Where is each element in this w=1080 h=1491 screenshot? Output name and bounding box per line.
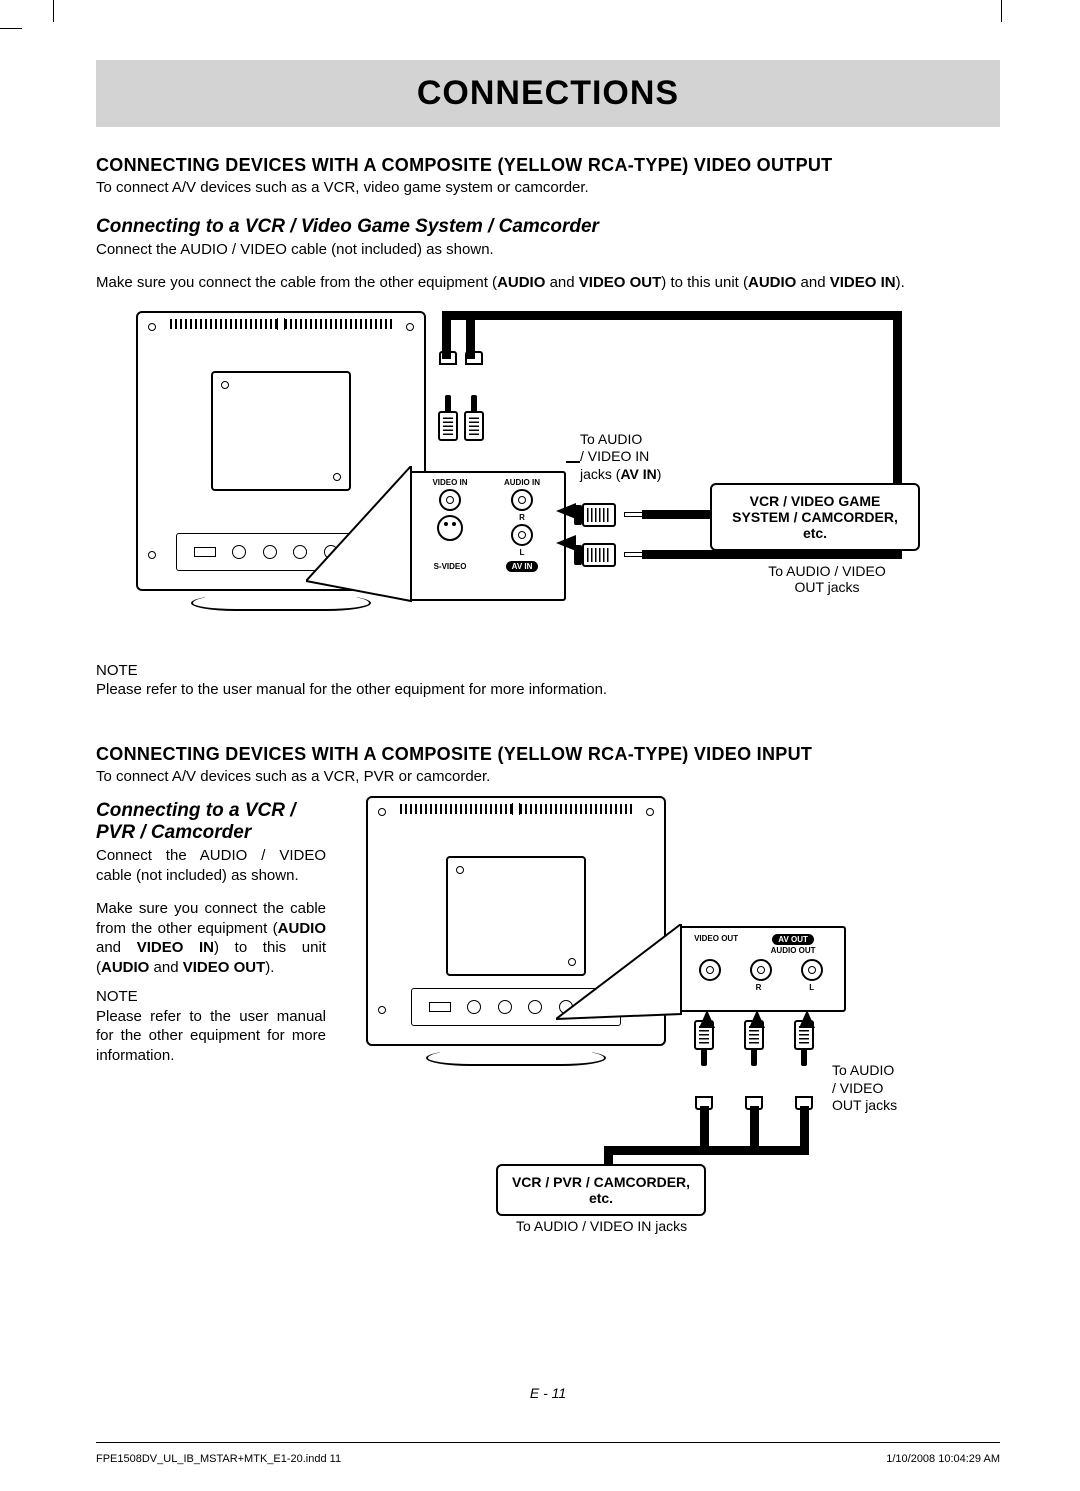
rca-plug-icon — [786, 1020, 822, 1110]
device-box-vcr: VCR / VIDEO GAME SYSTEM / CAMCORDER, etc… — [710, 483, 920, 551]
arrow-icon — [556, 497, 576, 557]
section1-subheading: Connecting to a VCR / Video Game System … — [96, 216, 1000, 238]
rca-plug-icon — [574, 543, 644, 567]
note-label: NOTE — [96, 987, 326, 1007]
section2-heading: CONNECTING DEVICES WITH A COMPOSITE (YEL… — [96, 744, 1000, 765]
label-av-out: To AUDIO / VIDEOOUT jacks — [732, 563, 922, 595]
rca-plug-icon — [736, 1020, 772, 1110]
footer-divider — [96, 1442, 1000, 1443]
section2-subintro: Connect the AUDIO / VIDEO cable (not inc… — [96, 846, 326, 885]
section2-subheading: Connecting to a VCR / PVR / Camcorder — [96, 800, 326, 844]
label-av-in: To AUDIO / VIDEO IN jacks (AV IN) — [580, 431, 661, 484]
label-av-in-jacks: To AUDIO / VIDEO IN jacks — [516, 1218, 687, 1234]
section2-intro: To connect A/V devices such as a VCR, PV… — [96, 767, 1000, 787]
device-box-pvr: VCR / PVR / CAMCORDER, etc. — [496, 1164, 706, 1216]
rca-plug-icon — [574, 503, 644, 527]
callout-leader-icon — [306, 466, 416, 606]
rca-plug-icon — [456, 351, 492, 441]
section2-text-column: Connecting to a VCR / PVR / Camcorder Co… — [96, 796, 326, 1236]
label-av-out-jacks: To AUDIO / VIDEO OUT jacks — [832, 1062, 897, 1115]
footer-file: FPE1508DV_UL_IB_MSTAR+MTK_E1-20.indd 11 — [96, 1453, 341, 1465]
av-out-panel: VIDEO OUT AV OUT AUDIO OUT RL — [676, 926, 846, 1012]
rca-plug-icon — [686, 1020, 722, 1110]
page-number: E - 11 — [96, 1385, 1000, 1401]
arrow-icon — [684, 1010, 834, 1028]
note-text: Please refer to the user manual for the … — [96, 680, 1000, 700]
section2-para: Make sure you connect the cable from the… — [96, 899, 326, 977]
callout-leader-icon — [556, 924, 682, 1044]
diagram-composite-input: VIDEO OUT AV OUT AUDIO OUT RL — [366, 796, 1000, 1236]
footer-timestamp: 1/10/2008 10:04:29 AM — [886, 1453, 1000, 1465]
section1-subintro: Connect the AUDIO / VIDEO cable (not inc… — [96, 240, 1000, 260]
diagram-composite-output: VIDEO IN AUDIO IN R L S-VIDEO AV IN — [96, 311, 1000, 651]
section1-heading: CONNECTING DEVICES WITH A COMPOSITE (YEL… — [96, 155, 1000, 176]
title-banner: CONNECTIONS — [96, 60, 1000, 127]
note-label: NOTE — [96, 661, 1000, 681]
av-in-panel: VIDEO IN AUDIO IN R L S-VIDEO AV IN — [406, 471, 566, 601]
note-text: Please refer to the user manual for the … — [96, 1007, 326, 1066]
crop-marks — [0, 0, 1080, 22]
page-content: CONNECTIONS CONNECTING DEVICES WITH A CO… — [96, 60, 1000, 1411]
section1-para: Make sure you connect the cable from the… — [96, 273, 1000, 293]
section1-intro: To connect A/V devices such as a VCR, vi… — [96, 178, 1000, 198]
